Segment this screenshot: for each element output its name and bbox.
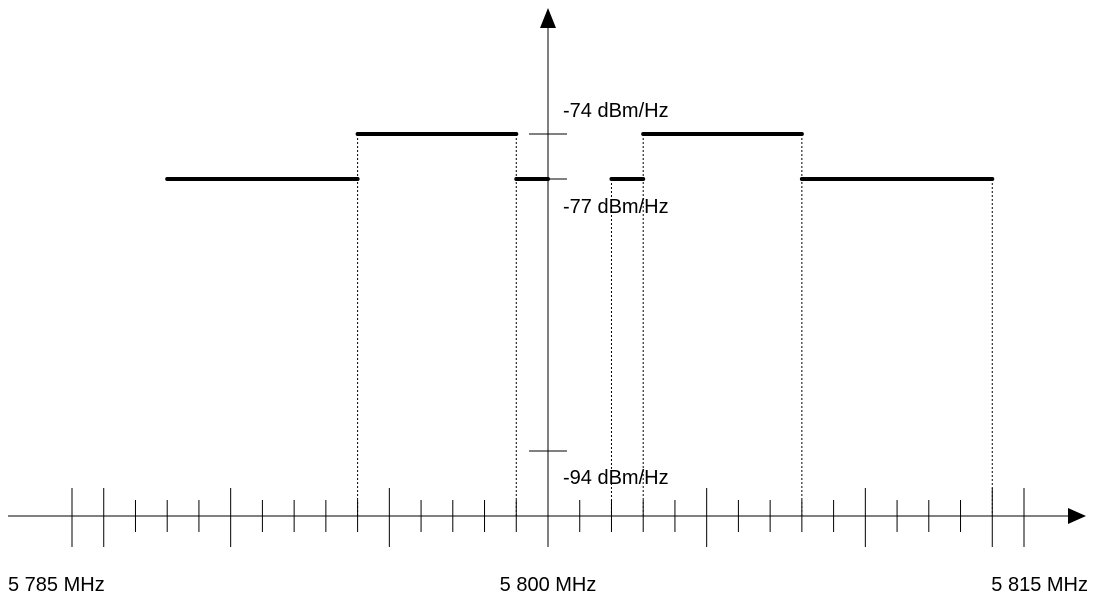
axes xyxy=(8,8,1086,547)
x-axis-labels: 5 785 MHz 5 800 MHz 5 815 MHz xyxy=(8,574,1088,596)
y-level-label: -74 dBm/Hz xyxy=(563,100,669,122)
x-tick-label: 5 800 MHz xyxy=(500,574,597,596)
vertical-guides xyxy=(357,134,993,516)
y-level-label: -94 dBm/Hz xyxy=(563,467,669,489)
x-axis-ticks xyxy=(71,488,1025,547)
y-level-labels: -74 dBm/Hz -77 dBm/Hz -94 dBm/Hz xyxy=(563,100,669,489)
mask-series xyxy=(165,132,995,181)
x-tick-label: 5 815 MHz xyxy=(991,574,1088,596)
x-tick-label: 5 785 MHz xyxy=(8,574,105,596)
y-axis-arrowhead xyxy=(540,8,556,28)
x-axis-arrowhead xyxy=(1068,508,1086,524)
y-level-label: -77 dBm/Hz xyxy=(563,196,669,218)
